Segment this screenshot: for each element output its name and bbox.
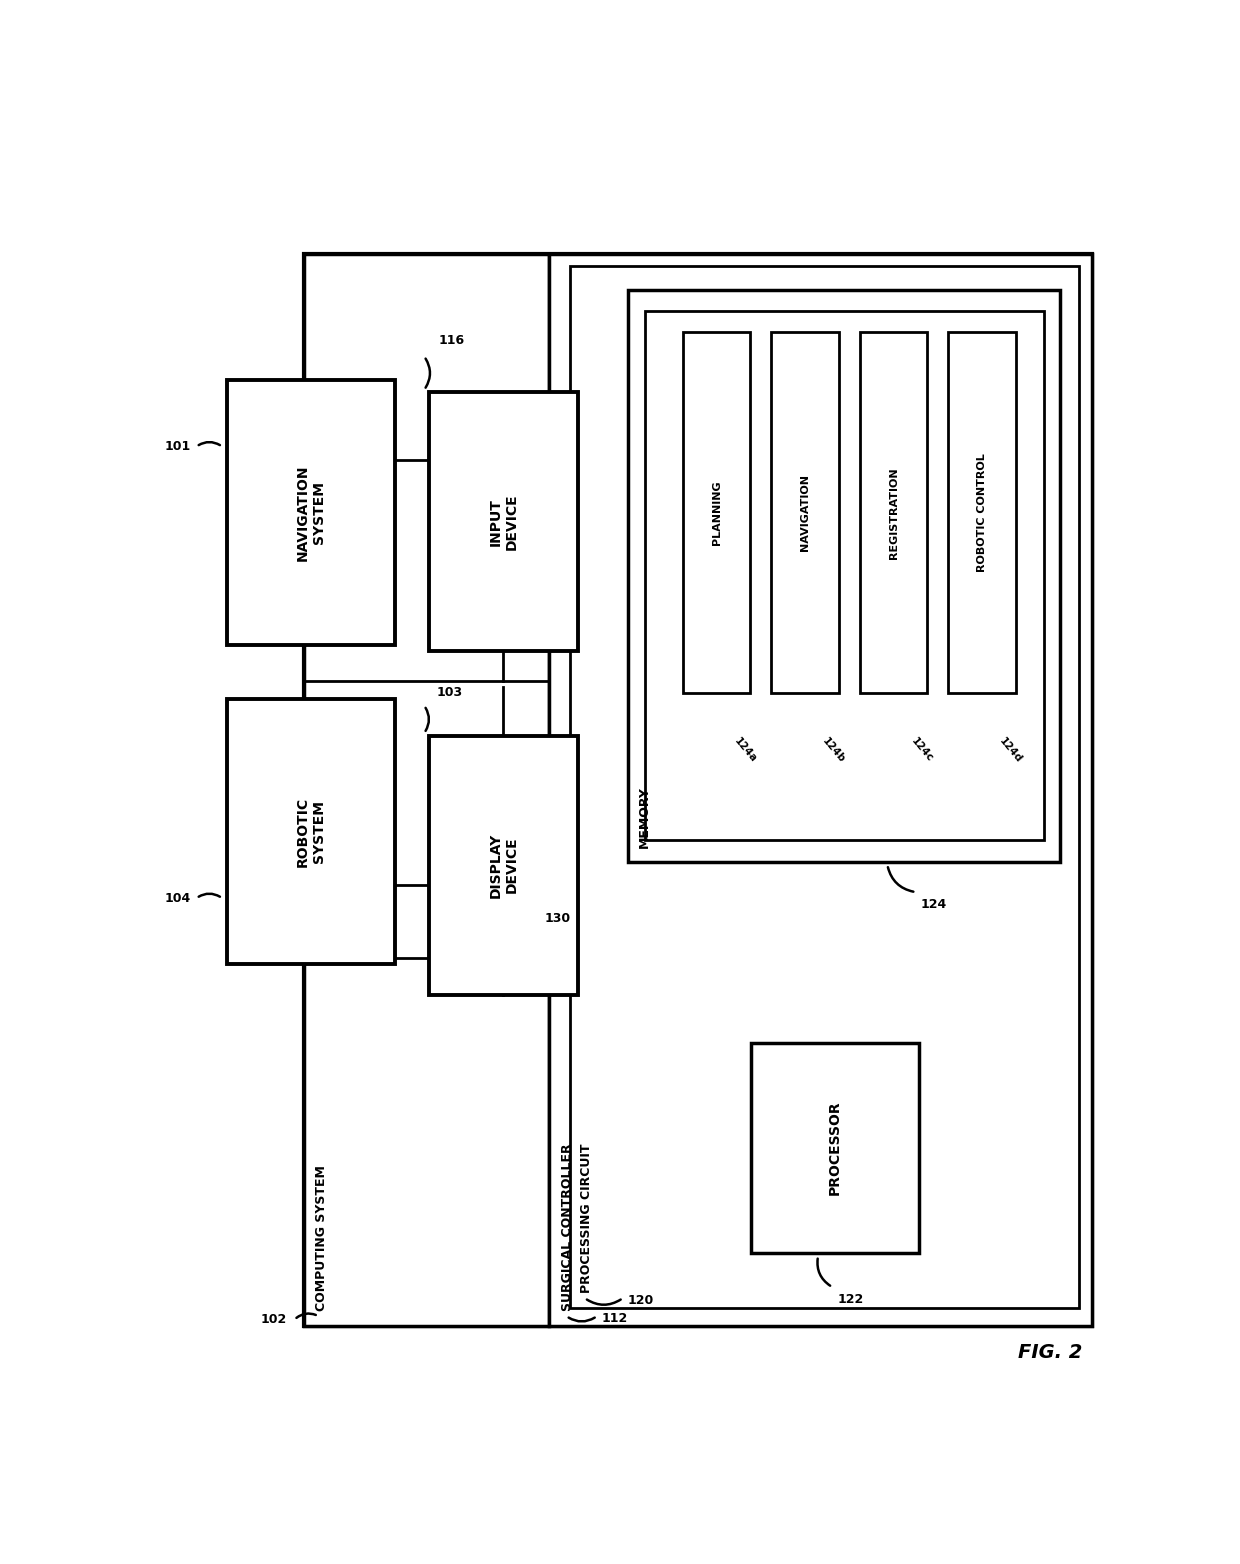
Text: 122: 122 <box>837 1293 863 1306</box>
Text: DISPLAY
DEVICE: DISPLAY DEVICE <box>489 832 518 898</box>
Text: 116: 116 <box>439 333 465 347</box>
Text: PLANNING: PLANNING <box>712 480 722 546</box>
Bar <box>570 266 1080 1308</box>
Bar <box>771 332 838 693</box>
Text: 124: 124 <box>921 898 947 912</box>
Bar <box>549 253 1092 1326</box>
Text: FIG. 2: FIG. 2 <box>1018 1343 1083 1362</box>
Text: 124b: 124b <box>821 735 847 765</box>
Text: INPUT
DEVICE: INPUT DEVICE <box>489 494 518 551</box>
Text: 124a: 124a <box>732 735 759 765</box>
Text: 124d: 124d <box>997 735 1024 765</box>
Text: NAVIGATION
SYSTEM: NAVIGATION SYSTEM <box>296 465 326 561</box>
Bar <box>304 253 549 1326</box>
Bar <box>751 1043 919 1253</box>
Bar <box>645 311 1044 840</box>
Bar <box>227 380 396 646</box>
Text: 112: 112 <box>601 1312 629 1325</box>
Text: MEMORY: MEMORY <box>637 785 651 848</box>
Bar <box>859 332 928 693</box>
Bar <box>627 289 1060 862</box>
Bar <box>683 332 750 693</box>
Text: NAVIGATION: NAVIGATION <box>800 474 810 552</box>
Text: 120: 120 <box>627 1293 653 1308</box>
Text: PROCESSING CIRCUIT: PROCESSING CIRCUIT <box>580 1143 593 1293</box>
Text: 130: 130 <box>544 912 570 924</box>
Bar <box>227 699 396 965</box>
Bar <box>949 332 1016 693</box>
Text: ROBOTIC CONTROL: ROBOTIC CONTROL <box>977 454 987 572</box>
Text: PROCESSOR: PROCESSOR <box>828 1101 842 1195</box>
Text: SURGICAL CONTROLLER: SURGICAL CONTROLLER <box>560 1143 574 1311</box>
Text: 124c: 124c <box>909 735 935 763</box>
Text: 102: 102 <box>260 1314 286 1326</box>
Bar <box>429 393 578 651</box>
Bar <box>304 253 1092 1326</box>
Text: ROBOTIC
SYSTEM: ROBOTIC SYSTEM <box>296 798 326 866</box>
Bar <box>429 735 578 995</box>
Text: 101: 101 <box>165 439 191 454</box>
Text: REGISTRATION: REGISTRATION <box>889 468 899 558</box>
Text: 103: 103 <box>436 687 463 699</box>
Text: 104: 104 <box>165 891 191 904</box>
Text: COMPUTING SYSTEM: COMPUTING SYSTEM <box>315 1165 329 1311</box>
